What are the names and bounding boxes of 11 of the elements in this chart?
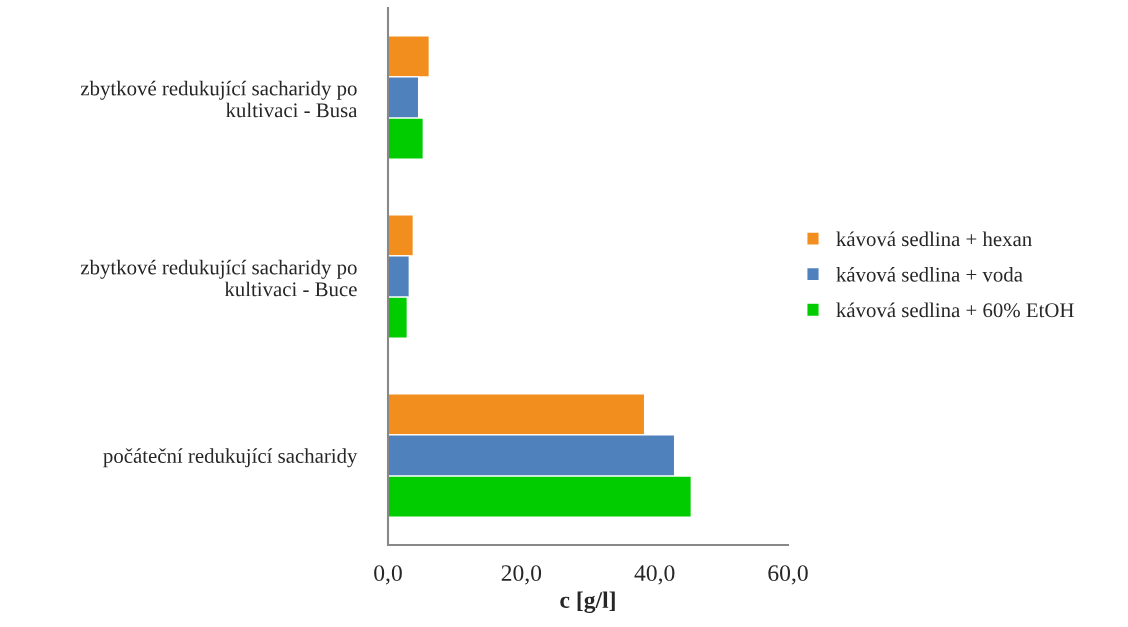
x-tick-label: 0,0	[374, 565, 402, 585]
y-tick-label: zbytkové redukující sacharidy po kultivaci - Busa	[80, 80, 358, 118]
legend-label: kávová sedlina + hexan	[836, 231, 1032, 247]
x-tick-label: 20,0	[501, 565, 542, 585]
legend-label: kávová sedlina + voda	[836, 267, 1023, 282]
x-axis-title: c [g/l]	[560, 591, 615, 614]
legend-label: kávová sedlina + 60% EtOH	[836, 302, 1074, 318]
x-tick-label: 60,0	[768, 565, 808, 585]
y-tick-label: počáteční redukující sacharidy	[103, 448, 358, 468]
y-tick-label: zbytkové redukující sacharidy po kultivaci - Buce	[80, 259, 357, 297]
x-tick-label: 40,0	[634, 565, 675, 585]
